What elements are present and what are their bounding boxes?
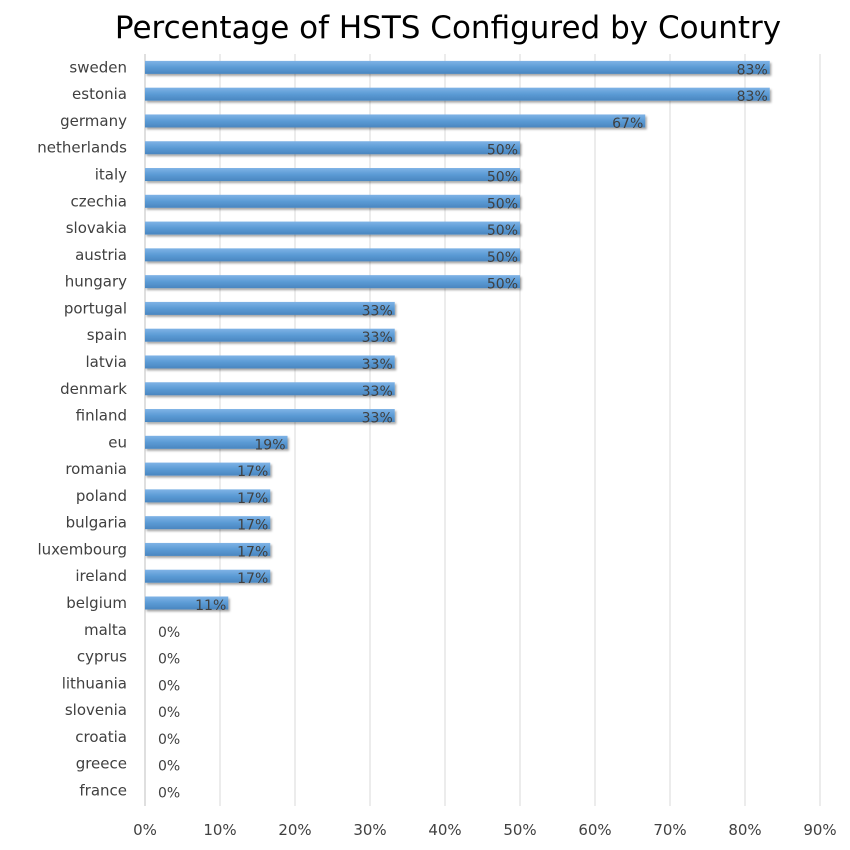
- data-label: 11%: [195, 598, 226, 614]
- x-tick-label: 10%: [203, 821, 236, 839]
- category-label: estonia: [72, 85, 127, 103]
- x-tick-label: 70%: [653, 821, 686, 839]
- data-label: 33%: [362, 330, 393, 346]
- data-label: 50%: [487, 143, 518, 159]
- data-label: 33%: [362, 384, 393, 400]
- x-tick-label: 50%: [503, 821, 536, 839]
- category-label: czechia: [71, 192, 127, 210]
- bar: [145, 141, 520, 155]
- bar: [145, 569, 271, 583]
- data-label: 0%: [158, 732, 180, 748]
- bar: [145, 409, 395, 423]
- data-label: 50%: [487, 250, 518, 266]
- bar: [145, 435, 288, 449]
- category-label: austria: [75, 246, 127, 264]
- category-label: france: [79, 781, 127, 799]
- data-label: 0%: [158, 785, 180, 801]
- data-label: 0%: [158, 625, 180, 641]
- data-labels: 83% 83% 67% 50% 50% 50% 50% 50% 50% 33% 33% 33% 33% 3…: [158, 62, 768, 801]
- x-tick-label: 30%: [353, 821, 386, 839]
- data-label: 0%: [158, 705, 180, 721]
- category-label: bulgaria: [66, 514, 127, 532]
- data-label: 50%: [487, 196, 518, 212]
- data-label: 19%: [254, 437, 285, 453]
- category-label: italy: [95, 166, 127, 184]
- x-tick-label: 90%: [803, 821, 836, 839]
- category-label: greece: [76, 755, 127, 773]
- x-tick-label: 80%: [728, 821, 761, 839]
- category-labels: sweden estonia germany netherlands italy czec…: [37, 58, 127, 799]
- data-label: 33%: [362, 411, 393, 427]
- category-label: ireland: [75, 567, 127, 585]
- x-tick-label: 40%: [428, 821, 461, 839]
- bar: [145, 60, 770, 74]
- bar: [145, 87, 770, 101]
- x-tick-label: 20%: [278, 821, 311, 839]
- data-label: 17%: [237, 464, 268, 480]
- bar: [145, 462, 271, 476]
- data-label: 0%: [158, 759, 180, 775]
- bar: [145, 542, 271, 556]
- data-label: 33%: [362, 303, 393, 319]
- bar: [145, 516, 271, 530]
- category-label: romania: [65, 460, 127, 478]
- category-label: netherlands: [37, 139, 127, 157]
- category-label: croatia: [75, 728, 127, 746]
- bar: [145, 168, 520, 182]
- data-label: 83%: [737, 89, 768, 105]
- x-axis-ticks: 0% 10% 20% 30% 40% 50% 60% 70% 80% 90%: [133, 821, 837, 839]
- category-label: germany: [60, 112, 127, 130]
- bar: [145, 489, 271, 503]
- bar: [145, 275, 520, 289]
- bar: [145, 248, 520, 262]
- x-tick-label: 0%: [133, 821, 157, 839]
- category-label: finland: [76, 407, 127, 425]
- category-label: belgium: [66, 594, 127, 612]
- bar: [145, 355, 395, 369]
- bar: [145, 194, 520, 208]
- data-label: 50%: [487, 277, 518, 293]
- category-label: portugal: [64, 299, 127, 317]
- data-label: 17%: [237, 491, 268, 507]
- gridlines: [144, 54, 821, 806]
- category-label: denmark: [60, 380, 127, 398]
- data-label: 0%: [158, 678, 180, 694]
- data-label: 50%: [487, 223, 518, 239]
- category-label: cyprus: [77, 648, 127, 666]
- category-label: poland: [76, 487, 127, 505]
- data-label: 17%: [237, 518, 268, 534]
- category-label: luxembourg: [37, 540, 127, 558]
- bar: [145, 301, 395, 315]
- data-label: 17%: [237, 571, 268, 587]
- chart-title: Percentage of HSTS Configured by Country: [115, 10, 781, 46]
- data-label: 67%: [612, 116, 643, 132]
- category-label: slovenia: [65, 701, 127, 719]
- bar: [145, 596, 229, 610]
- bar: [145, 382, 395, 396]
- category-label: latvia: [86, 353, 127, 371]
- category-label: slovakia: [66, 219, 127, 237]
- data-label: 0%: [158, 652, 180, 668]
- category-label: sweden: [69, 58, 127, 76]
- data-label: 83%: [737, 62, 768, 78]
- bar: [145, 328, 395, 342]
- data-label: 33%: [362, 357, 393, 373]
- category-label: lithuania: [62, 674, 127, 692]
- category-label: eu: [108, 433, 127, 451]
- bars: [145, 60, 770, 610]
- category-label: hungary: [65, 273, 127, 291]
- x-tick-label: 60%: [578, 821, 611, 839]
- data-label: 17%: [237, 544, 268, 560]
- category-label: spain: [87, 326, 127, 344]
- bar: [145, 221, 520, 235]
- data-label: 50%: [487, 170, 518, 186]
- bar: [145, 114, 646, 128]
- category-label: malta: [84, 621, 127, 639]
